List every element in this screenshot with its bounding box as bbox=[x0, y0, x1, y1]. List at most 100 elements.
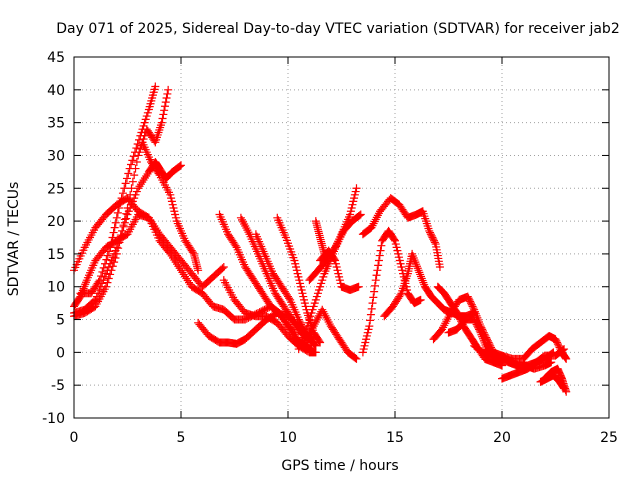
data-point bbox=[300, 299, 309, 308]
data-point bbox=[120, 215, 129, 224]
data-point bbox=[352, 354, 361, 363]
data-point bbox=[320, 249, 329, 258]
data-point bbox=[397, 263, 406, 272]
data-point bbox=[390, 235, 399, 244]
series-arc-10 bbox=[215, 210, 316, 354]
data-point bbox=[218, 264, 227, 273]
data-point bbox=[331, 259, 340, 268]
data-point bbox=[375, 251, 384, 260]
data-point bbox=[473, 322, 482, 331]
data-point bbox=[296, 282, 305, 291]
data-point bbox=[98, 267, 107, 276]
data-point bbox=[470, 317, 479, 326]
data-point bbox=[374, 256, 383, 265]
data-point bbox=[126, 160, 135, 169]
data-point bbox=[167, 194, 176, 203]
data-point bbox=[354, 282, 363, 291]
data-point bbox=[412, 262, 421, 271]
data-point bbox=[103, 278, 112, 287]
data-point bbox=[395, 253, 404, 262]
data-point bbox=[305, 315, 314, 324]
data-point bbox=[310, 299, 319, 308]
data-point bbox=[322, 313, 331, 322]
data-point bbox=[358, 348, 367, 357]
data-point bbox=[371, 276, 380, 285]
data-point bbox=[128, 156, 137, 165]
data-point bbox=[133, 139, 142, 148]
data-point bbox=[323, 315, 332, 324]
data-point bbox=[336, 233, 345, 242]
data-point bbox=[166, 190, 175, 199]
data-point bbox=[114, 244, 123, 253]
data-point bbox=[136, 131, 145, 140]
data-point bbox=[556, 345, 565, 354]
data-point bbox=[115, 238, 124, 247]
data-point bbox=[127, 184, 136, 193]
data-point bbox=[309, 302, 318, 311]
data-point bbox=[160, 102, 169, 111]
series-arc-5 bbox=[76, 82, 160, 298]
data-point bbox=[182, 274, 191, 283]
data-point bbox=[114, 203, 123, 212]
x-tick-label: 5 bbox=[177, 430, 186, 446]
data-point bbox=[310, 340, 319, 349]
data-point bbox=[429, 235, 438, 244]
data-point bbox=[237, 215, 246, 224]
data-point bbox=[371, 215, 380, 224]
data-point bbox=[110, 258, 119, 267]
data-point bbox=[349, 197, 358, 206]
data-point bbox=[175, 264, 184, 273]
chart-title: Day 071 of 2025, Sidereal Day-to-day VTE… bbox=[56, 21, 619, 37]
data-point bbox=[370, 281, 379, 290]
data-point bbox=[303, 322, 312, 331]
data-point bbox=[118, 189, 127, 198]
series-arc-26 bbox=[498, 331, 571, 363]
data-point bbox=[335, 272, 344, 281]
data-point bbox=[481, 340, 490, 349]
y-tick-label: -5 bbox=[51, 378, 65, 394]
data-point bbox=[137, 128, 146, 137]
data-point bbox=[75, 293, 84, 302]
y-tick-label: 25 bbox=[47, 181, 65, 197]
data-point bbox=[470, 305, 479, 314]
data-point bbox=[102, 282, 111, 291]
data-point bbox=[101, 259, 110, 268]
data-point bbox=[313, 313, 322, 322]
data-point bbox=[110, 223, 119, 232]
data-point bbox=[313, 289, 322, 298]
data-point bbox=[97, 272, 106, 281]
data-point bbox=[169, 203, 178, 212]
data-point bbox=[333, 266, 342, 275]
data-point bbox=[396, 290, 405, 299]
data-point bbox=[166, 249, 175, 258]
data-point bbox=[347, 203, 356, 212]
data-point bbox=[440, 321, 449, 330]
data-point bbox=[136, 180, 145, 189]
data-point bbox=[318, 305, 327, 314]
data-point bbox=[317, 279, 326, 288]
data-point bbox=[360, 341, 369, 350]
data-point bbox=[128, 177, 137, 186]
y-axis-title: SDTVAR / TECUs bbox=[6, 182, 22, 297]
data-point bbox=[369, 293, 378, 302]
data-point bbox=[476, 328, 485, 337]
data-point bbox=[374, 261, 383, 270]
data-point bbox=[372, 271, 381, 280]
data-point bbox=[453, 310, 462, 319]
data-point bbox=[139, 176, 148, 185]
data-point bbox=[392, 243, 401, 252]
data-point bbox=[175, 162, 184, 171]
data-point bbox=[368, 299, 377, 308]
x-tick-label: 10 bbox=[279, 430, 297, 446]
data-point bbox=[170, 256, 179, 265]
data-point bbox=[140, 174, 149, 183]
series-arc-12 bbox=[251, 230, 316, 344]
data-point bbox=[179, 270, 188, 279]
data-point bbox=[297, 320, 306, 329]
data-point bbox=[351, 354, 360, 363]
data-point bbox=[95, 276, 104, 285]
data-point bbox=[123, 203, 132, 212]
data-point bbox=[167, 197, 176, 206]
data-point bbox=[99, 263, 108, 272]
